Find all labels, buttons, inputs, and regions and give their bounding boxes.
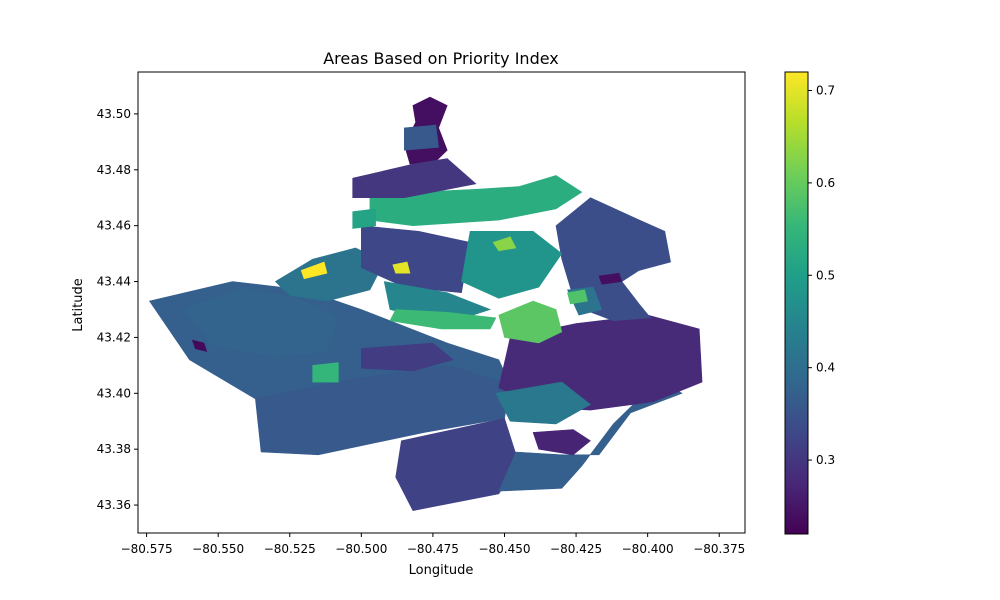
plot-frame [137, 71, 746, 534]
region-south-lobe [395, 418, 520, 511]
region-bright-green-patch [492, 236, 517, 252]
y-tick-label: 43.44 [97, 275, 131, 289]
y-tick-label: 43.38 [97, 442, 131, 456]
region-south-central-dark [360, 342, 454, 372]
y-axis-label: Latitude [71, 278, 86, 332]
x-tick-label: −80.575 [121, 542, 173, 556]
region-west-upper-mix [274, 247, 385, 302]
y-tick-label: 43.50 [97, 107, 131, 121]
x-tick-label: −80.525 [264, 542, 316, 556]
y-tick-label: 43.40 [97, 386, 131, 400]
y-tick-label: 43.36 [97, 498, 131, 512]
region-center-dark-band [360, 225, 471, 294]
region-west-dark-patch [191, 339, 208, 352]
x-tick-label: −80.450 [478, 542, 530, 556]
x-axis-label: Longitude [409, 563, 474, 578]
region-yellow-patch-west [300, 261, 328, 280]
x-tick-label: −80.375 [693, 542, 745, 556]
region-southeast-strip [498, 378, 683, 492]
regions-layer [149, 96, 703, 511]
chart-title: Areas Based on Priority Index [323, 49, 559, 68]
x-tick-label: −80.550 [192, 542, 244, 556]
region-green-diagonal [389, 309, 497, 330]
region-south-right-mix [495, 381, 591, 425]
y-tick-label: 43.46 [97, 219, 131, 233]
region-green-oval [498, 300, 563, 344]
colorbar-axis: 0.3 0.4 0.5 0.6 0.7 [808, 83, 835, 467]
region-southwest-green [312, 362, 339, 383]
region-center-east-mix [461, 231, 563, 299]
region-yellow-patch-center [392, 261, 411, 274]
y-tick-label: 43.42 [97, 330, 131, 344]
y-tick-label: 43.48 [97, 163, 131, 177]
colorbar-tick-label: 0.6 [816, 176, 835, 190]
x-tick-label: −80.475 [407, 542, 459, 556]
colorbar-tick-label: 0.5 [816, 268, 835, 282]
colorbar-tick-label: 0.7 [816, 83, 835, 97]
x-tick-label: −80.400 [622, 542, 674, 556]
region-north-neck [403, 124, 439, 151]
colorbar-tick-label: 0.3 [816, 453, 835, 467]
x-axis: −80.575 −80.550 −80.525 −80.500 −80.475 −80.4… [121, 533, 745, 556]
region-southeast-dark-pocket [532, 429, 591, 456]
y-axis: 43.36 43.38 43.40 43.42 43.44 43.46 43.48 43.50 [97, 107, 138, 512]
region-north-green-band [369, 175, 583, 227]
region-west-mid-mix [183, 286, 339, 358]
region-east-light-patch [567, 289, 588, 305]
region-north-left-patch [352, 208, 376, 229]
colorbar [784, 71, 809, 535]
region-east-dark-patch [598, 272, 623, 285]
colorbar-tick-label: 0.4 [816, 361, 835, 375]
region-north-top-band [352, 158, 477, 198]
x-tick-label: −80.425 [550, 542, 602, 556]
x-tick-label: −80.500 [335, 542, 387, 556]
